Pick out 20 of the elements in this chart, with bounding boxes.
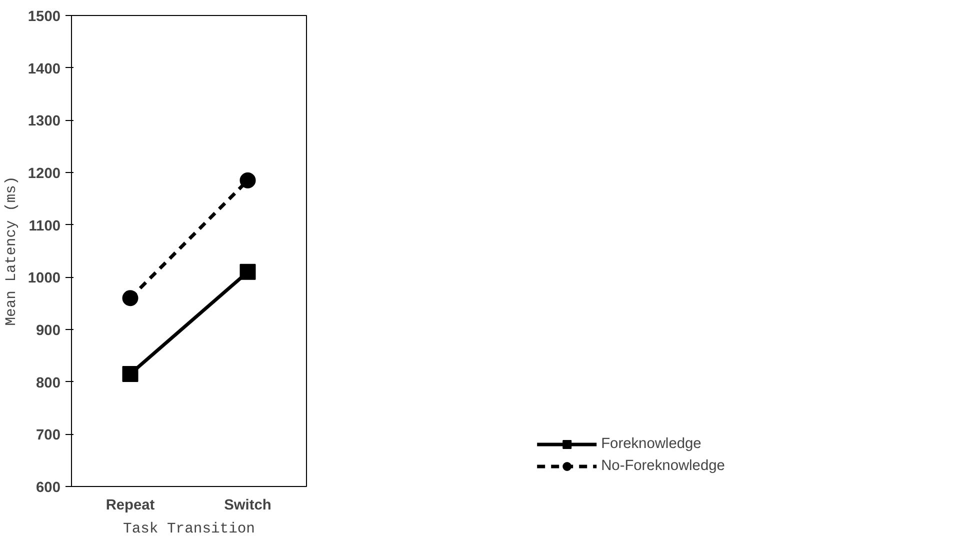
- point: [240, 172, 256, 188]
- y-tick-label: 800: [36, 375, 61, 392]
- point: [122, 290, 138, 306]
- y-tick-label: 600: [36, 480, 61, 496]
- x-tick-label: Repeat: [106, 498, 155, 514]
- y-tick-label: 1200: [28, 166, 61, 182]
- y-tick-label: 1100: [28, 218, 60, 234]
- legend-label: Foreknowledge: [601, 436, 702, 452]
- y-tick-label: 1300: [28, 114, 61, 130]
- y-tick-label: 900: [36, 323, 61, 339]
- y-axis-title: Mean Latency (ms): [4, 176, 20, 326]
- x-axis-title: Task Transition: [123, 522, 255, 538]
- legend-label: No-Foreknowledge: [601, 458, 725, 474]
- y-tick-label: 1500: [28, 9, 61, 25]
- y-tick-label: 1400: [28, 61, 61, 78]
- point: [122, 366, 138, 382]
- point: [240, 264, 256, 280]
- y-tick-label: 700: [36, 428, 61, 444]
- x-tick-label: Switch: [224, 498, 272, 514]
- y-tick-label: 1000: [28, 270, 61, 287]
